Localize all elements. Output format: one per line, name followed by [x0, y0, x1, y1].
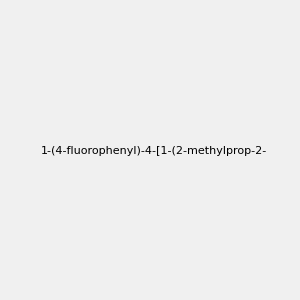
- Text: 1-(4-fluorophenyl)-4-[1-(2-methylprop-2-: 1-(4-fluorophenyl)-4-[1-(2-methylprop-2-: [40, 146, 267, 157]
